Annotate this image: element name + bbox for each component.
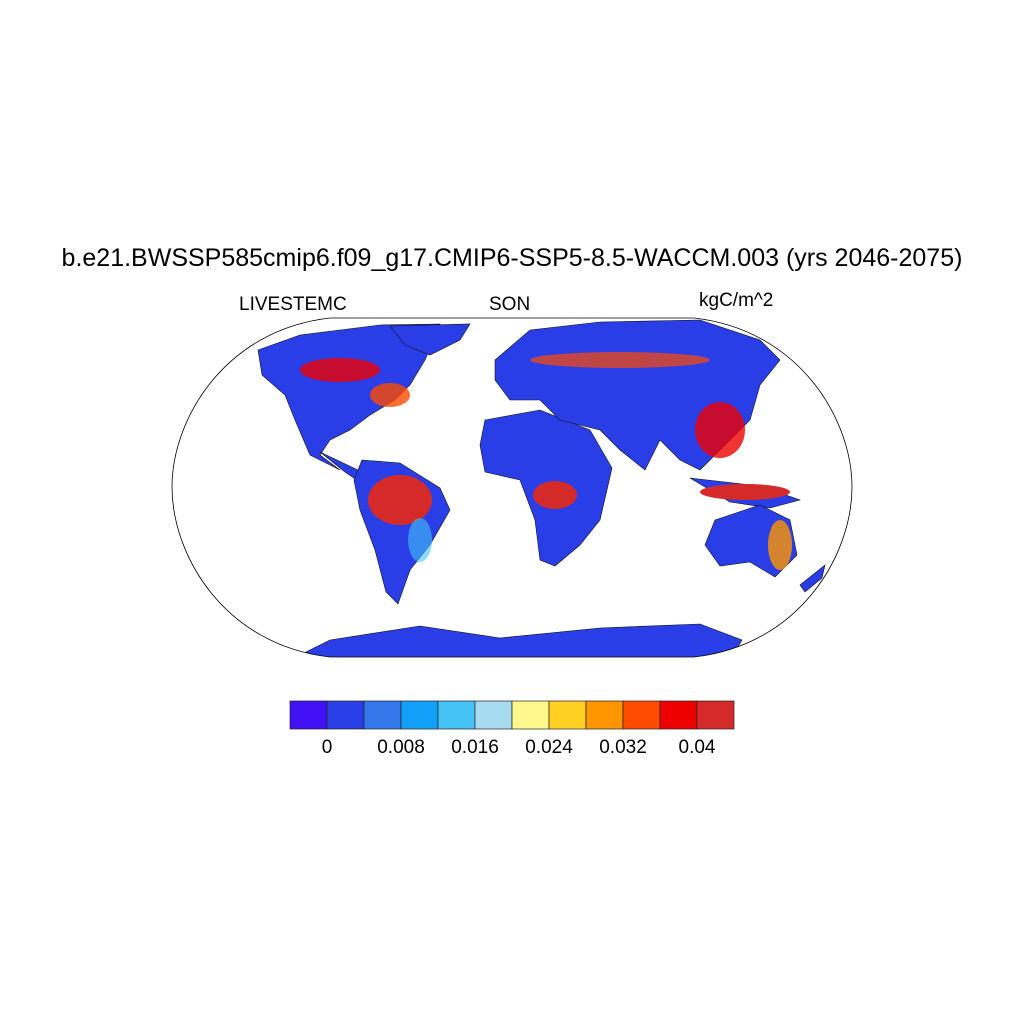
colorbar-tick-label: 0.024: [525, 737, 573, 758]
colorbar-box: [585, 700, 624, 730]
colorbar-box: [326, 700, 365, 730]
north-america: [257, 323, 441, 471]
colorbar-box: [696, 700, 735, 730]
colorbar-box: [659, 700, 698, 730]
colorbar-tick-label: 0.032: [599, 737, 647, 758]
variable-label: LIVESTEMC: [239, 294, 347, 315]
colorbar-box: [622, 700, 661, 730]
season-label: SON: [489, 294, 531, 315]
units-label: kgC/m^2: [699, 290, 774, 311]
colorbar: [289, 700, 735, 730]
colorbar-box: [400, 700, 439, 730]
colorbar-box: [363, 700, 402, 730]
colorbar-tick-label: 0.04: [678, 737, 716, 758]
map-border: [171, 317, 853, 658]
colorbar-tick-label: 0.016: [451, 737, 499, 758]
colorbar-box: [289, 700, 328, 730]
colorbar-box: [511, 700, 550, 730]
colorbar-tick-label: 0: [321, 737, 333, 758]
high-values: [300, 352, 792, 570]
plot-title: b.e21.BWSSP585cmip6.f09_g17.CMIP6-SSP5-8…: [61, 244, 963, 272]
colorbar-box: [474, 700, 513, 730]
new-zealand: [799, 564, 826, 593]
colorbar-tick-label: 0.008: [377, 737, 425, 758]
greenland: [389, 323, 471, 356]
antarctica: [289, 623, 743, 657]
colorbar-box: [437, 700, 476, 730]
colorbar-box: [548, 700, 587, 730]
